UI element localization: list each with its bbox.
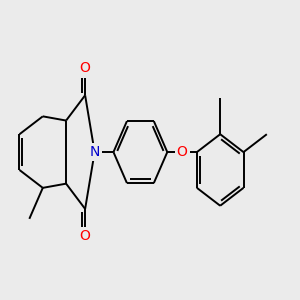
- Text: O: O: [80, 61, 91, 76]
- Text: N: N: [89, 145, 100, 159]
- Text: O: O: [177, 145, 188, 159]
- Text: O: O: [80, 229, 91, 243]
